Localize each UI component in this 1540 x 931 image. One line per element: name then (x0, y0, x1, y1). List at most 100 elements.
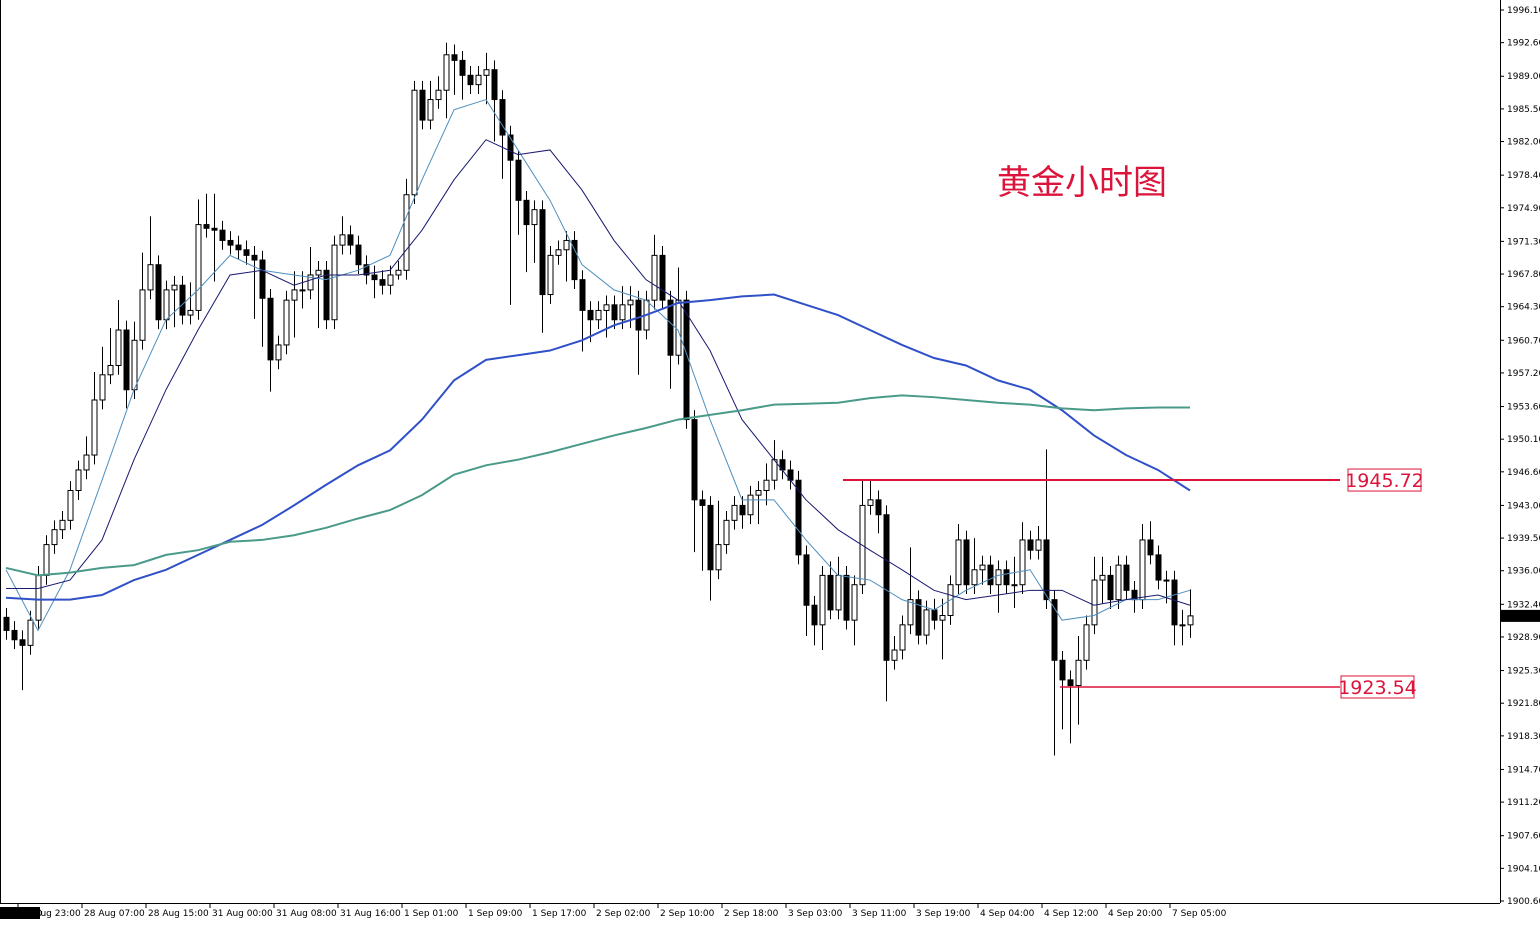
moving-average (5, 293, 1191, 601)
candle-body (899, 624, 906, 651)
candle-body (483, 69, 490, 76)
x-tick-label: 2 Sep 18:00 (724, 909, 779, 919)
candle-body (739, 504, 746, 516)
candle-body (299, 289, 306, 292)
candle-body (1123, 564, 1130, 591)
candle-body (203, 224, 210, 229)
candle-body (19, 639, 26, 646)
candle-body (219, 229, 226, 241)
candle-body (819, 574, 826, 626)
candle-body (587, 309, 594, 321)
candle-body (243, 249, 250, 256)
candle-body (267, 297, 274, 361)
candle-body (291, 289, 298, 301)
candle-body (211, 227, 218, 231)
candle-body (907, 599, 914, 626)
y-tick-label: 1996.10 (1507, 6, 1540, 16)
candle-body (427, 99, 434, 121)
candle-body (763, 479, 770, 491)
candle-body (571, 239, 578, 281)
candle-body (323, 269, 330, 321)
x-tick-label: 2 Sep 02:00 (596, 909, 651, 919)
y-tick-label: 1911.20 (1507, 798, 1540, 808)
candle-body (1179, 624, 1186, 627)
candle-body (283, 299, 290, 346)
candle-body (355, 244, 362, 266)
candle-body (491, 69, 498, 101)
x-tick-label: 31 Aug 08:00 (276, 909, 337, 919)
y-tick-label: 1943.00 (1507, 501, 1540, 511)
y-tick-label: 1964.30 (1507, 303, 1540, 313)
candle-body (915, 599, 922, 636)
candle-body (403, 194, 410, 271)
y-tick-label: 1950.10 (1507, 435, 1540, 445)
x-tick-label: 7 Sep 05:00 (1172, 909, 1227, 919)
candle-body (1011, 584, 1018, 587)
last-price-label: 1931.16 (1503, 612, 1540, 622)
candle-body (635, 299, 642, 331)
y-tick-label: 1957.20 (1507, 369, 1540, 379)
y-tick-label: 1939.50 (1507, 534, 1540, 544)
y-tick-label: 1985.50 (1507, 105, 1540, 115)
y-tick-label: 1978.40 (1507, 171, 1540, 181)
candle-body (1027, 539, 1034, 551)
last-price-box (1501, 609, 1540, 622)
candle-body (315, 269, 322, 276)
candle-body (1099, 574, 1106, 581)
y-tick-label: 1960.70 (1507, 336, 1540, 346)
y-tick-label: 1953.60 (1507, 403, 1540, 413)
candle-body (435, 89, 442, 101)
candle-body (891, 649, 898, 661)
candle-body (91, 399, 98, 456)
candle-body (331, 244, 338, 321)
candle-body (939, 615, 946, 621)
candle-body (611, 304, 618, 321)
candle-body (347, 234, 354, 246)
candle-body (563, 239, 570, 251)
level-box (1340, 675, 1415, 699)
y-tick-label: 1904.10 (1507, 864, 1540, 874)
y-tick-label: 1974.90 (1507, 204, 1540, 214)
candle-body (419, 89, 426, 121)
level-label: 1945.72 (1345, 470, 1424, 492)
candle-body (443, 54, 450, 91)
candle-body (1043, 539, 1050, 601)
candle-body (99, 374, 106, 401)
candle-body (795, 479, 802, 556)
candle-body (1019, 539, 1026, 586)
candle-body (595, 309, 602, 321)
candle-body (651, 254, 658, 301)
candle-body (1051, 599, 1058, 661)
candle-body (499, 99, 506, 136)
candle-body (467, 74, 474, 86)
candle-body (1075, 659, 1082, 686)
y-tick-label: 1982.00 (1507, 138, 1540, 148)
candle-body (131, 339, 138, 391)
y-tick-label: 1946.60 (1507, 468, 1540, 478)
candle-body (227, 239, 234, 246)
candle-body (1171, 579, 1178, 626)
candle-body (3, 616, 10, 631)
moving-average (5, 394, 1190, 577)
candle-body (675, 299, 682, 356)
candle-body (43, 544, 50, 576)
level-label: 1923.54 (1338, 677, 1417, 699)
candle-body (475, 74, 482, 86)
x-tick-label: 2 Sep 10:00 (660, 909, 715, 919)
candle-body (1059, 659, 1066, 681)
candle-body (971, 569, 978, 586)
x-tick-label: 28 Aug 15:00 (148, 909, 209, 919)
candle-body (659, 254, 666, 301)
candle-body (451, 54, 458, 61)
moving-average (6, 139, 1191, 606)
candle-body (51, 529, 58, 546)
candle-body (955, 539, 962, 586)
candle-body (275, 344, 282, 361)
candle-body (1003, 569, 1010, 586)
y-tick-label: 1914.70 (1507, 765, 1540, 775)
level-box (1347, 468, 1422, 492)
candle-body (67, 489, 74, 521)
candle-body (619, 304, 626, 321)
